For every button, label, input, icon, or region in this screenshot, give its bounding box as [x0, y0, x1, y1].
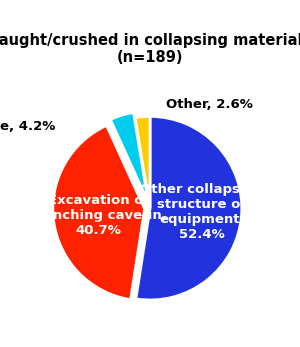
Wedge shape — [53, 125, 145, 300]
Title: Caught/crushed in collapsing materials
(n=189): Caught/crushed in collapsing materials (… — [0, 33, 300, 65]
Wedge shape — [135, 116, 150, 208]
Text: Other, 2.6%: Other, 2.6% — [166, 98, 253, 111]
Text: Other collapsing
structure or
equipment,
52.4%: Other collapsing structure or equipment,… — [140, 183, 263, 241]
Text: Excavation or
trenching cave-in,
40.7%: Excavation or trenching cave-in, 40.7% — [31, 194, 167, 237]
Wedge shape — [110, 112, 148, 203]
Text: Landslide, 4.2%: Landslide, 4.2% — [0, 120, 55, 133]
Wedge shape — [136, 116, 242, 300]
